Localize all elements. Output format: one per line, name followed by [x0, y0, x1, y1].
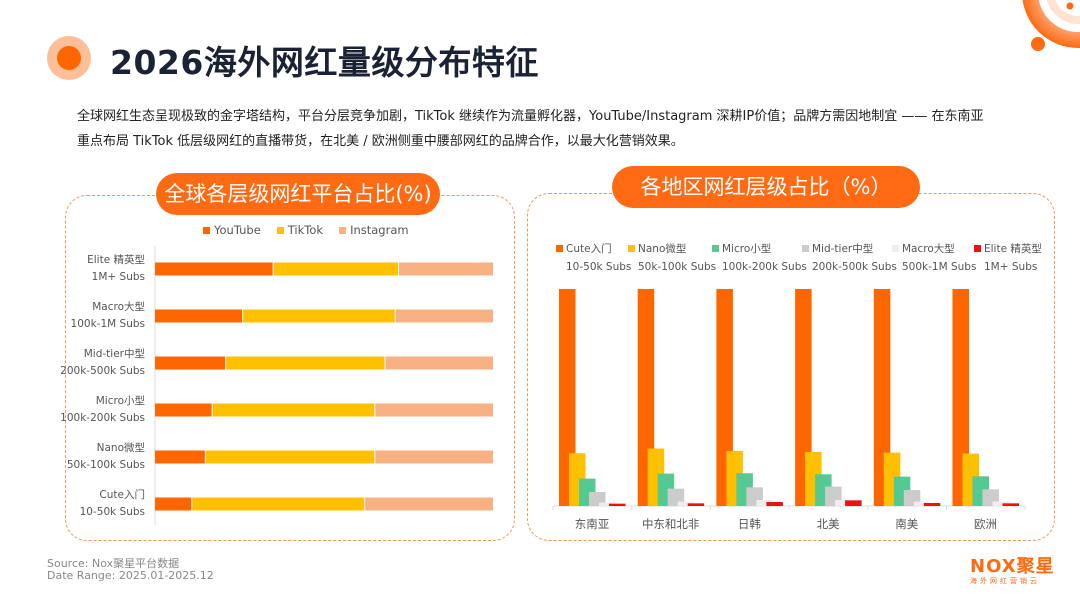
bar-instagram	[385, 356, 493, 370]
right-category-label: 东南亚	[574, 517, 610, 531]
left-category-label: Elite 精英型 1M+ Subs	[87, 254, 145, 283]
right-category-label: 日韩	[737, 517, 761, 531]
bar-youtube	[155, 403, 212, 417]
bar-instagram	[375, 403, 493, 417]
bar-北美	[845, 500, 862, 506]
bar-youtube	[155, 262, 273, 276]
bar-欧洲	[952, 289, 969, 506]
bar-tiktok	[192, 497, 365, 511]
right-legend-item: Elite 精英型 1M+ Subs	[974, 240, 1042, 276]
bar-instagram	[395, 309, 493, 323]
bar-tiktok	[212, 403, 375, 417]
date-range-note: Date Range: 2025.01-2025.12	[47, 569, 214, 582]
bar-南美	[873, 289, 891, 506]
right-category-label: 欧洲	[974, 517, 997, 531]
right-chart-title: 各地区网红层级占比（%）	[612, 166, 920, 208]
right-category-label: 北美	[816, 517, 840, 531]
left-category-label: Cute入门 10-50k Subs	[79, 489, 145, 518]
nox-logo: NOX聚星 海外网红营销云	[970, 556, 1055, 585]
title-bullet-icon	[47, 36, 91, 80]
left-category-label: Macro大型 100k-1M Subs	[70, 301, 145, 330]
bar-youtube	[155, 450, 205, 464]
bar-tiktok	[205, 450, 375, 464]
bar-北美	[835, 499, 852, 506]
page-title: 2026海外网红量级分布特征	[110, 43, 539, 82]
left-chart-title: 全球各层级网红平台占比(%)	[156, 173, 440, 215]
bar-南美	[913, 501, 931, 506]
bar-中东和北非	[687, 503, 705, 506]
left-category-label: Nano微型 50k-100k Subs	[66, 442, 145, 471]
bar-日韩	[766, 501, 783, 506]
bar-东南亚	[609, 503, 626, 506]
left-category-label: Micro小型 100k-200k Subs	[60, 395, 145, 424]
bar-日韩	[756, 499, 773, 506]
bar-instagram	[399, 262, 493, 276]
legend-item-instagram: Instagram	[339, 223, 409, 237]
legend-item-tiktok: TikTok	[276, 223, 323, 237]
bar-tiktok	[273, 262, 399, 276]
bar-tiktok	[243, 309, 395, 323]
bar-youtube	[155, 356, 226, 370]
right-legend-item: Nano微型 50k-100k Subs	[628, 240, 716, 276]
right-legend-item: Cute入门 10-50k Subs	[556, 240, 631, 276]
right-legend-item: Macro大型 500k-1M Subs	[892, 240, 976, 276]
bar-instagram	[365, 497, 493, 511]
bar-tiktok	[226, 356, 385, 370]
bar-欧洲	[992, 501, 1009, 506]
bar-instagram	[375, 450, 493, 464]
bar-中东和北非	[677, 501, 695, 506]
intro-text: 全球网红生态呈现极致的金字塔结构，平台分层竞争加剧，TikTok 继续作为流量孵…	[77, 109, 984, 149]
bar-东南亚	[589, 491, 606, 506]
right-category-label: 南美	[895, 517, 919, 531]
right-legend-item: Mid-tier中型 200k-500k Subs	[802, 240, 897, 276]
bar-东南亚	[599, 502, 616, 506]
right-legend-item: Micro小型 100k-200k Subs	[712, 240, 807, 276]
left-chart-legend: YouTube TikTok Instagram	[203, 223, 409, 237]
source-note: Source: Nox聚星平台数据	[47, 557, 180, 570]
right-category-label: 中东和北非	[641, 517, 700, 531]
bar-北美	[795, 289, 812, 506]
legend-item-youtube: YouTube	[203, 223, 261, 237]
decorative-rings	[1022, 0, 1080, 51]
left-category-label: Mid-tier中型 200k-500k Subs	[60, 348, 145, 377]
bar-youtube	[155, 309, 243, 323]
bar-欧洲	[1002, 503, 1019, 506]
bar-youtube	[155, 497, 192, 511]
bar-南美	[923, 502, 941, 506]
bar-东南亚	[559, 289, 576, 506]
